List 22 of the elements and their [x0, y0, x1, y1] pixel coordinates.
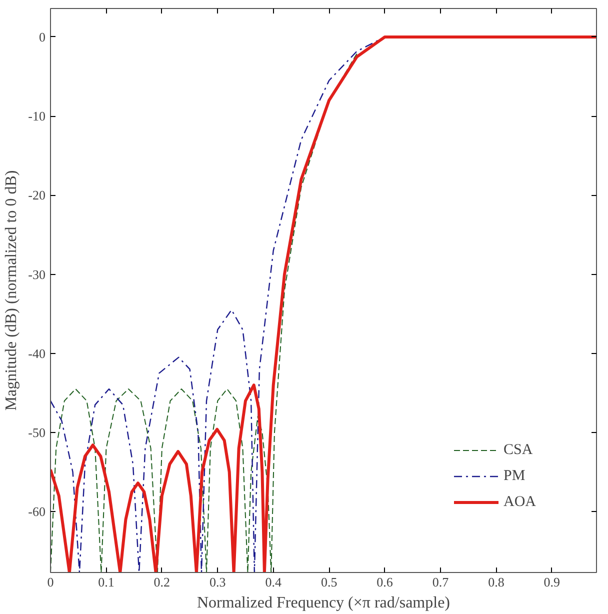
x-tick-label: 0.6: [376, 574, 394, 590]
y-axis-title: Magnitude (dB) (normalized to 0 dB): [3, 170, 20, 411]
y-tick-label: -40: [28, 346, 46, 361]
x-tick-label: 0.7: [432, 574, 450, 590]
y-tick-label: 0: [39, 29, 46, 44]
x-tick-label: 0.4: [265, 574, 282, 590]
x-tick-label: 0.8: [488, 574, 504, 590]
legend-label: PM: [504, 468, 526, 484]
y-tick-label: -10: [28, 108, 46, 124]
y-tick-label: -20: [28, 188, 46, 203]
y-tick-label: -30: [28, 266, 46, 282]
line-series: [50, 53, 358, 572]
y-tick-label: -60: [28, 504, 46, 520]
x-tick-label: 0.2: [154, 574, 170, 590]
x-tick-label: 0.5: [320, 574, 338, 590]
x-axis-title: Normalized Frequency (×π rad/sample): [196, 594, 450, 612]
x-tick-label: 0.1: [98, 574, 114, 590]
x-tick-label: 0.3: [210, 574, 226, 590]
y-tick-label: -50: [28, 424, 46, 440]
x-tick-label: 0.9: [544, 574, 560, 590]
legend-label: CSA: [504, 442, 533, 458]
legend-label: AOA: [504, 494, 536, 510]
